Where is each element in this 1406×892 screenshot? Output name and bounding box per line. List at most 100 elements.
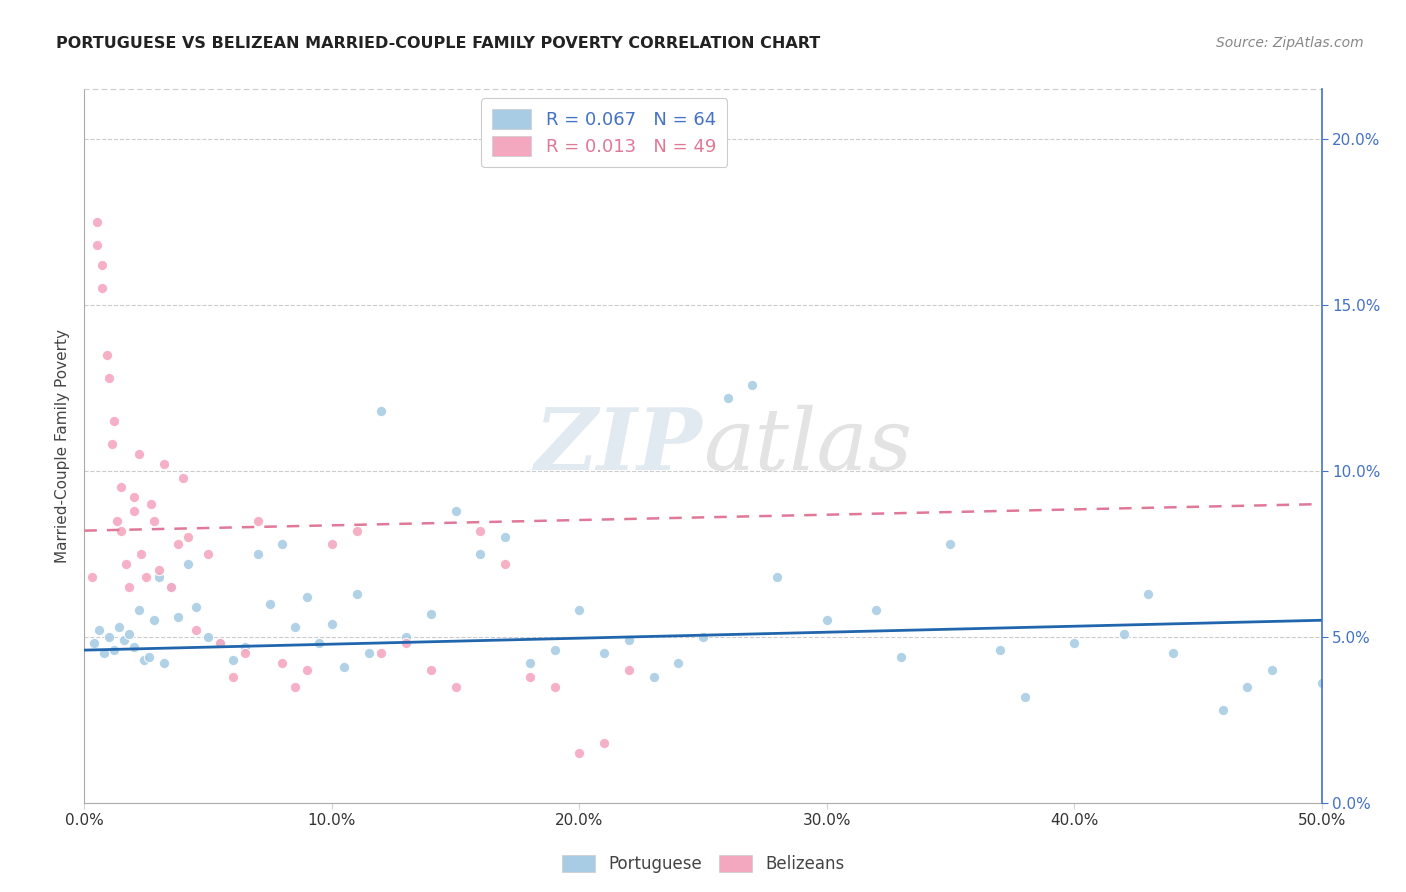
Point <box>346 524 368 538</box>
Point <box>593 736 616 750</box>
Point <box>271 537 294 551</box>
Point <box>100 437 122 451</box>
Point <box>470 547 492 561</box>
Text: Source: ZipAtlas.com: Source: ZipAtlas.com <box>1216 36 1364 50</box>
Point <box>115 557 138 571</box>
Point <box>519 657 541 671</box>
Point <box>142 514 165 528</box>
Point <box>148 570 170 584</box>
Point <box>717 391 740 405</box>
Point <box>333 659 356 673</box>
Point <box>89 624 111 638</box>
Point <box>122 640 145 654</box>
Point <box>1236 680 1258 694</box>
Point <box>295 663 318 677</box>
Point <box>395 630 418 644</box>
Point <box>617 633 640 648</box>
Point <box>815 613 838 627</box>
Point <box>308 636 330 650</box>
Point <box>692 630 714 644</box>
Point <box>666 657 689 671</box>
Point <box>444 504 467 518</box>
Point <box>83 636 105 650</box>
Point <box>321 616 343 631</box>
Point <box>98 630 121 644</box>
Point <box>1212 703 1234 717</box>
Point <box>152 657 174 671</box>
Point <box>177 557 200 571</box>
Legend: Portuguese, Belizeans: Portuguese, Belizeans <box>555 848 851 880</box>
Point <box>643 670 665 684</box>
Point <box>419 607 441 621</box>
Point <box>1063 636 1085 650</box>
Point <box>80 570 103 584</box>
Point <box>568 746 591 760</box>
Point <box>233 647 256 661</box>
Point <box>128 447 150 461</box>
Point <box>160 580 183 594</box>
Point <box>494 530 516 544</box>
Point <box>110 481 132 495</box>
Point <box>865 603 887 617</box>
Point <box>138 649 160 664</box>
Point <box>284 680 307 694</box>
Point <box>86 238 108 252</box>
Point <box>108 620 131 634</box>
Point <box>141 497 163 511</box>
Point <box>167 610 190 624</box>
Point <box>346 587 368 601</box>
Point <box>295 590 318 604</box>
Point <box>1161 647 1184 661</box>
Point <box>246 547 269 561</box>
Point <box>246 514 269 528</box>
Point <box>617 663 640 677</box>
Point <box>98 371 121 385</box>
Point <box>152 457 174 471</box>
Point <box>1310 676 1333 690</box>
Point <box>184 624 207 638</box>
Point <box>160 580 183 594</box>
Point <box>129 547 152 561</box>
Point <box>284 620 307 634</box>
Point <box>93 647 115 661</box>
Point <box>86 215 108 229</box>
Point <box>90 258 112 272</box>
Point <box>444 680 467 694</box>
Point <box>494 557 516 571</box>
Point <box>370 404 392 418</box>
Point <box>132 653 155 667</box>
Point <box>222 653 245 667</box>
Point <box>543 643 565 657</box>
Y-axis label: Married-Couple Family Poverty: Married-Couple Family Poverty <box>55 329 70 563</box>
Point <box>519 670 541 684</box>
Point <box>105 514 128 528</box>
Point <box>128 603 150 617</box>
Point <box>470 524 492 538</box>
Point <box>148 564 170 578</box>
Point <box>593 647 616 661</box>
Point <box>177 530 200 544</box>
Point <box>118 626 141 640</box>
Point <box>142 613 165 627</box>
Point <box>209 636 232 650</box>
Point <box>568 603 591 617</box>
Point <box>197 630 219 644</box>
Point <box>321 537 343 551</box>
Point <box>103 414 125 428</box>
Point <box>766 570 789 584</box>
Text: atlas: atlas <box>703 405 912 487</box>
Point <box>259 597 281 611</box>
Point <box>90 281 112 295</box>
Point <box>890 649 912 664</box>
Point <box>395 636 418 650</box>
Point <box>112 633 135 648</box>
Point <box>184 599 207 614</box>
Point <box>357 647 380 661</box>
Point <box>741 377 763 392</box>
Point <box>1137 587 1160 601</box>
Point <box>370 647 392 661</box>
Point <box>110 524 132 538</box>
Point <box>122 504 145 518</box>
Point <box>1261 663 1284 677</box>
Point <box>135 570 157 584</box>
